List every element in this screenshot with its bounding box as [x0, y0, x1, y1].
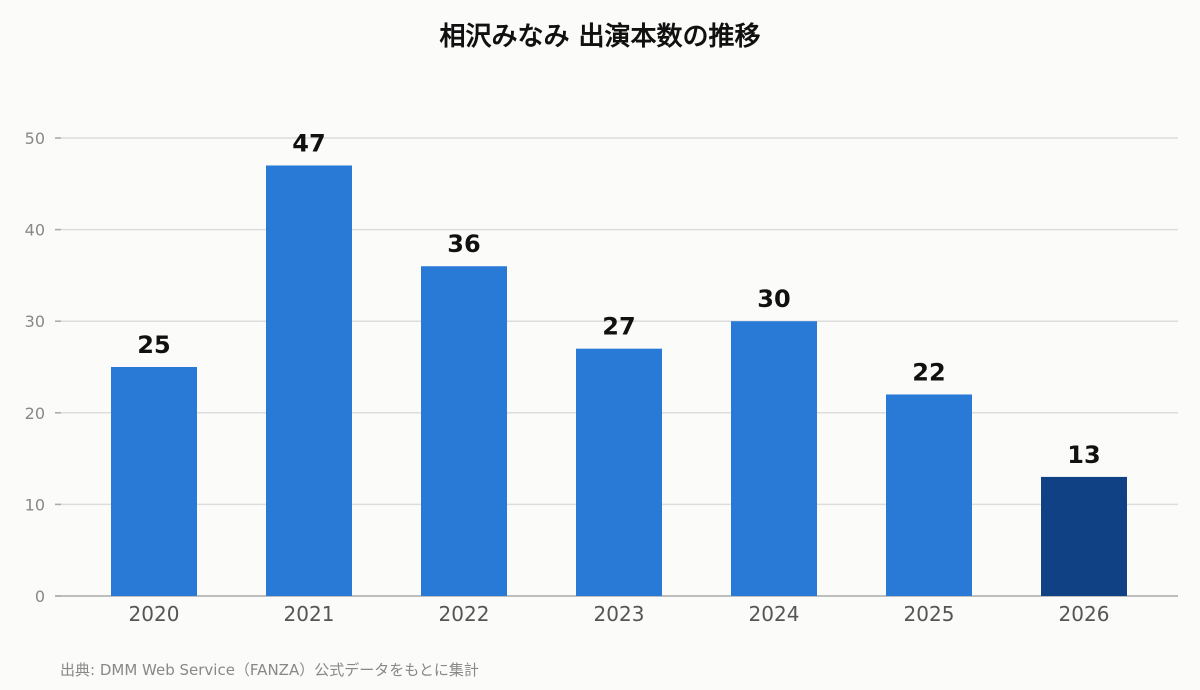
x-axis: 2020 2021 2022 2023 2024 2025 2026 — [129, 602, 1110, 626]
y-tick-label: 40 — [25, 221, 45, 240]
x-tick-label-2025: 2025 — [904, 602, 955, 626]
bar-2022 — [421, 266, 507, 596]
bar-2020 — [111, 367, 197, 596]
data-labels: 25 47 36 27 30 22 13 — [137, 129, 1100, 468]
x-tick-label-2024: 2024 — [749, 602, 800, 626]
x-tick-label-2021: 2021 — [284, 602, 335, 626]
data-label-2024: 30 — [757, 285, 790, 313]
y-tick-label: 30 — [25, 312, 45, 331]
x-tick-label-2020: 2020 — [129, 602, 180, 626]
data-label-2026: 13 — [1067, 441, 1100, 469]
data-label-2020: 25 — [137, 331, 170, 359]
y-tick-label: 0 — [35, 587, 45, 606]
x-tick-label-2023: 2023 — [594, 602, 645, 626]
data-label-2021: 47 — [292, 129, 325, 157]
bar-2021 — [266, 165, 352, 597]
bar-2025 — [886, 394, 972, 596]
data-label-2023: 27 — [602, 313, 635, 341]
y-tick-label: 20 — [25, 404, 45, 423]
data-label-2025: 22 — [912, 358, 945, 386]
bar-2026 — [1041, 476, 1127, 596]
y-tick-label: 10 — [25, 495, 45, 514]
bars — [111, 165, 1127, 597]
bar-2023 — [576, 348, 662, 596]
y-tick-label: 50 — [25, 129, 45, 148]
chart-title: 相沢みなみ 出演本数の推移 — [439, 22, 761, 52]
x-tick-label-2022: 2022 — [439, 602, 490, 626]
source-note: 出典: DMM Web Service（FANZA）公式データをもとに集計 — [60, 661, 479, 679]
bar-2024 — [731, 321, 817, 596]
data-label-2022: 36 — [447, 230, 480, 258]
x-tick-label-2026: 2026 — [1059, 602, 1110, 626]
